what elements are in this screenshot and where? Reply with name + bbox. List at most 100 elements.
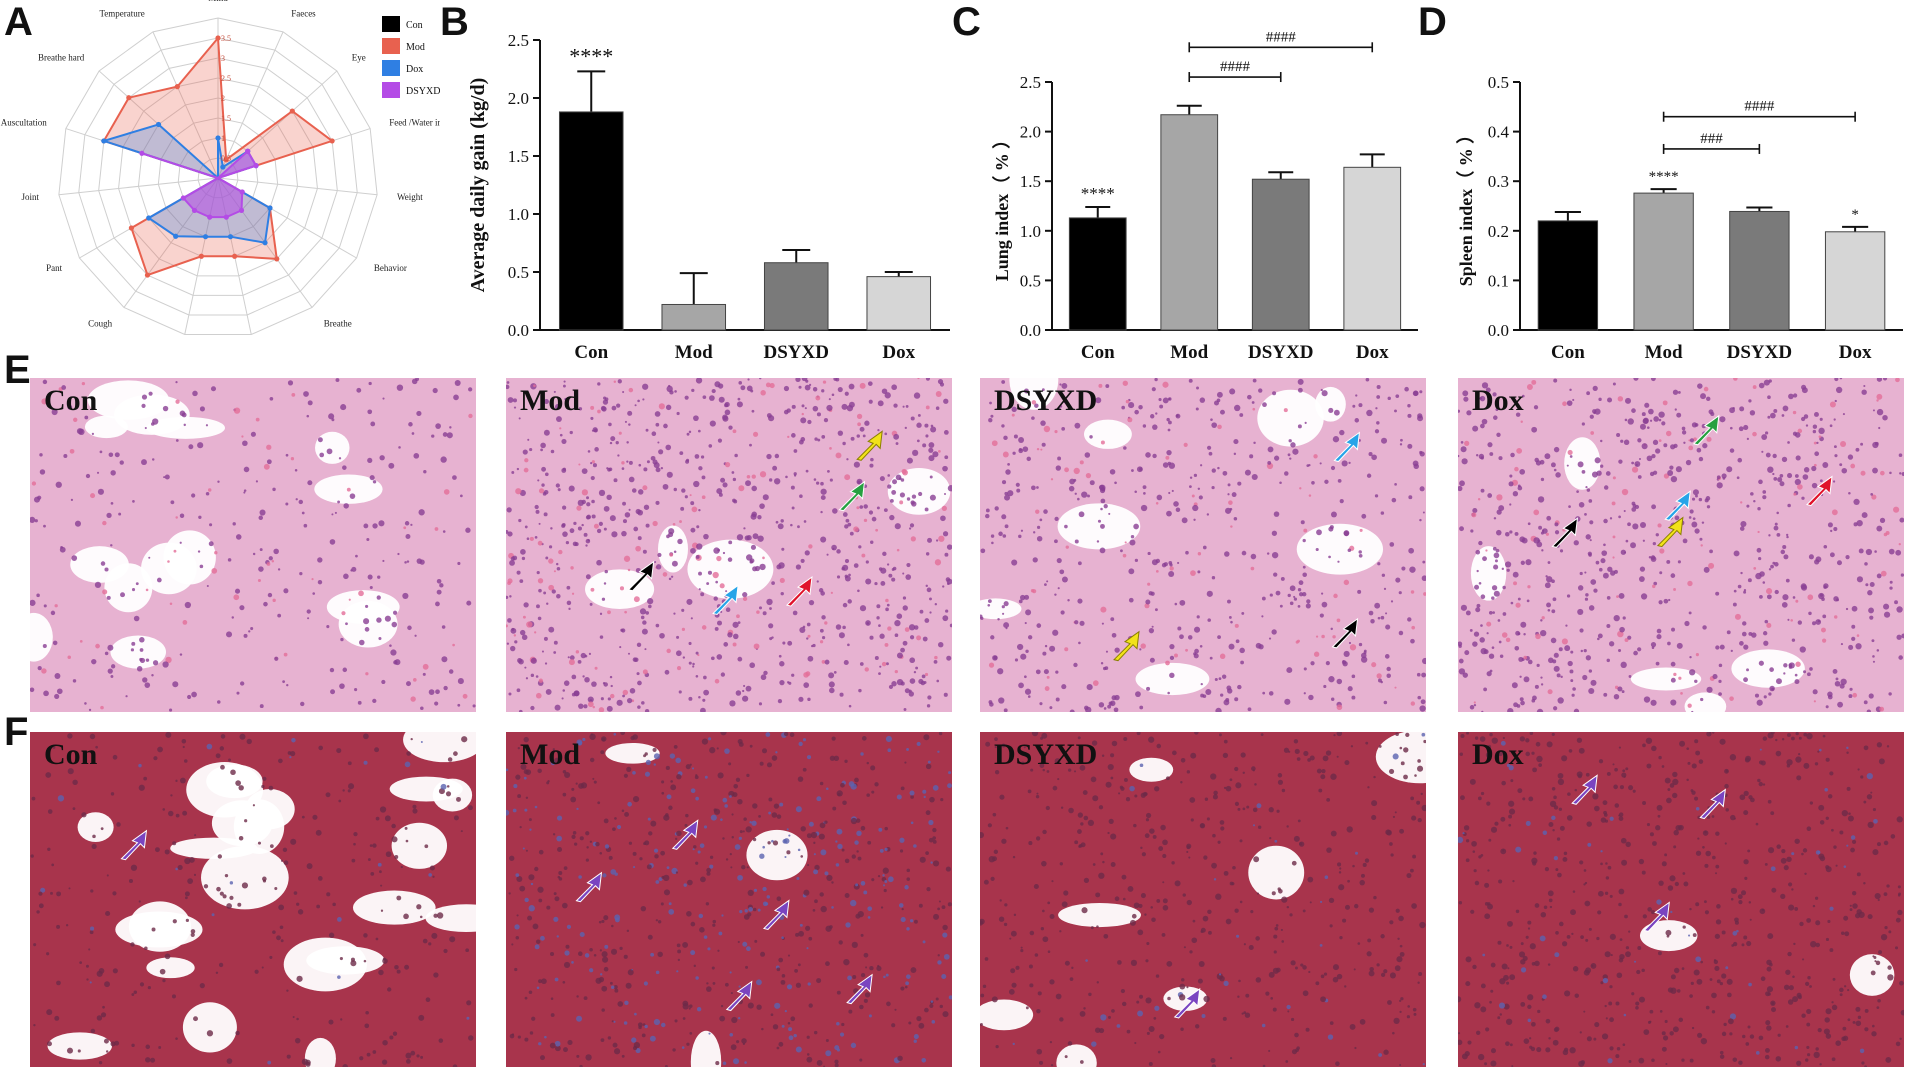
nucleus [1001, 838, 1007, 844]
nucleus [1302, 965, 1307, 970]
nucleus [645, 523, 650, 528]
significance-marker: **** [1081, 184, 1115, 203]
nucleus [1376, 673, 1382, 679]
nucleus [226, 1058, 233, 1064]
nucleus [1514, 531, 1519, 536]
nucleus [1035, 509, 1040, 514]
nucleus [70, 498, 74, 501]
arrow-blue [1664, 490, 1691, 521]
nucleus [398, 446, 401, 449]
nucleus [1036, 536, 1043, 542]
nucleus [1568, 505, 1571, 509]
nucleus [1634, 461, 1641, 467]
nucleus [1408, 547, 1415, 554]
nucleus [883, 508, 888, 512]
nucleus [795, 932, 800, 937]
nucleus [1180, 781, 1183, 784]
legend-swatch-con [382, 16, 400, 32]
nucleus [435, 601, 440, 607]
nucleus [1131, 913, 1137, 919]
nucleus [780, 519, 784, 523]
nucleus [1229, 881, 1234, 886]
nucleus [1281, 896, 1288, 903]
nucleus [798, 385, 802, 389]
nucleus [509, 559, 515, 566]
nucleus [1375, 407, 1378, 410]
nucleus [1498, 1002, 1506, 1009]
nucleus [1540, 477, 1545, 482]
x-tick-label-con: Con [1081, 342, 1115, 360]
nucleus [655, 919, 659, 922]
nucleus [1553, 446, 1560, 453]
annotation-arrows [575, 819, 873, 1012]
nucleus [1794, 1045, 1799, 1050]
nucleus [525, 677, 529, 680]
nucleus [882, 867, 889, 874]
nucleus [1851, 636, 1856, 641]
nucleus [1743, 424, 1749, 431]
nucleus [1315, 635, 1319, 638]
nucleus [602, 873, 607, 878]
nucleus [1579, 628, 1584, 633]
nucleus [77, 1049, 81, 1053]
nucleus [1620, 549, 1626, 555]
nucleus [438, 1038, 444, 1043]
nucleus [468, 1035, 474, 1041]
nucleus [742, 689, 745, 693]
nucleus [545, 472, 549, 477]
nucleus [1649, 471, 1655, 477]
nucleus [1059, 930, 1062, 933]
nucleus [1096, 540, 1100, 543]
nucleus [911, 494, 917, 499]
nucleus [1180, 1027, 1184, 1031]
nucleus [1633, 378, 1639, 381]
nucleus [39, 469, 46, 475]
nucleus [1014, 658, 1019, 662]
nucleus [571, 961, 574, 964]
nucleus [806, 833, 812, 839]
nucleus [787, 435, 790, 439]
nucleus [1620, 661, 1627, 669]
nucleus [1225, 785, 1232, 792]
nucleus [1546, 515, 1552, 521]
nucleus [666, 648, 671, 654]
nucleus [307, 480, 313, 486]
nucleus [153, 756, 158, 761]
alveolar-space [338, 600, 398, 648]
nucleus [1584, 597, 1589, 601]
nucleus [632, 657, 638, 662]
nucleus [1876, 573, 1882, 579]
nucleus [1646, 823, 1651, 827]
nucleus [1322, 755, 1329, 762]
nucleus [1658, 439, 1662, 442]
nucleus [1637, 475, 1642, 479]
nucleus [703, 689, 710, 696]
nucleus [922, 940, 926, 944]
nucleus [1694, 494, 1698, 498]
nucleus [1192, 504, 1199, 512]
nucleus [859, 426, 865, 432]
nucleus [879, 633, 885, 639]
nucleus [737, 397, 741, 401]
nucleus [847, 643, 850, 647]
nucleus [365, 1010, 369, 1015]
nucleus [1827, 794, 1833, 799]
nucleus [428, 942, 432, 946]
arrow-blue [1333, 431, 1361, 463]
nucleus [645, 428, 649, 432]
nucleus [751, 409, 755, 413]
nucleus [556, 815, 563, 821]
nucleus [523, 776, 527, 780]
nucleus [1064, 467, 1069, 473]
panel-label-b: B [440, 0, 469, 44]
nucleus [1895, 917, 1901, 923]
nucleus [220, 764, 225, 770]
nucleus [674, 390, 677, 393]
nucleus [735, 777, 741, 782]
nucleus [722, 797, 728, 803]
nucleus [706, 982, 709, 985]
nucleus [1486, 632, 1489, 635]
nucleus [1460, 604, 1468, 611]
significance-marker: **** [1649, 169, 1679, 185]
nucleus [110, 674, 114, 678]
